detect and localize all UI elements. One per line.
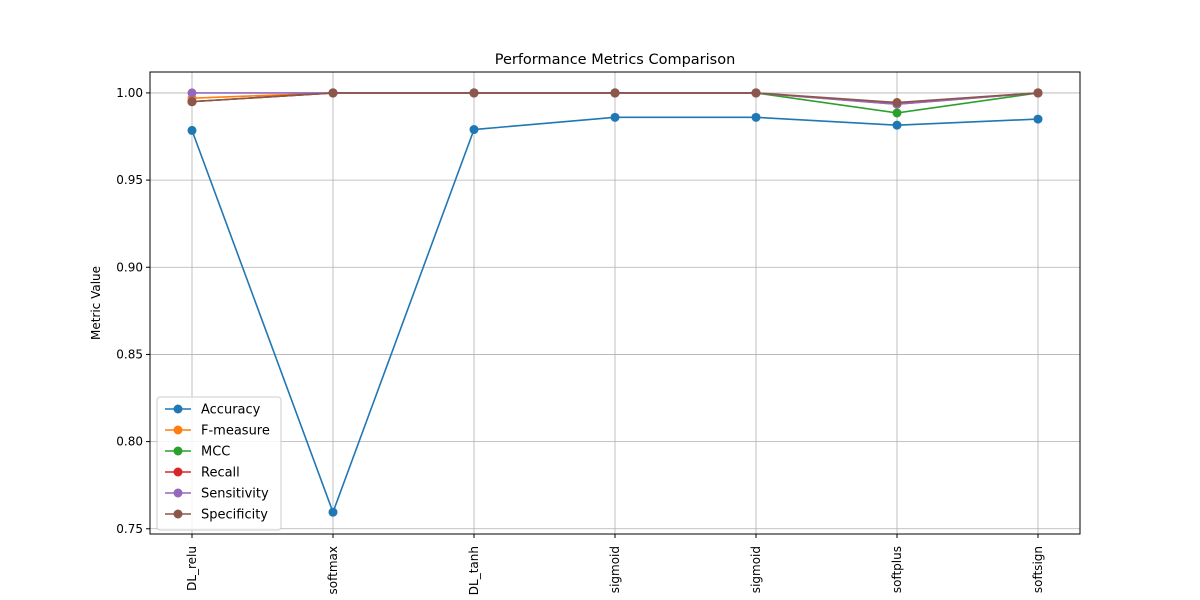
x-tick-label: softmax: [326, 546, 340, 594]
legend-item: MCC: [165, 445, 230, 460]
data-point: [328, 507, 338, 517]
data-point: [610, 112, 620, 122]
y-tick-label: 1.00: [116, 86, 143, 100]
x-tick-label: softsign: [1031, 546, 1045, 593]
data-point: [469, 88, 479, 98]
data-point: [1033, 114, 1043, 124]
legend-label: MCC: [201, 445, 230, 460]
legend-item: Sensitivity: [165, 487, 269, 502]
data-point: [187, 88, 197, 98]
data-point: [187, 97, 197, 107]
y-tick-label: 0.85: [116, 347, 143, 361]
data-point: [1033, 88, 1043, 98]
x-tick-label: sigmoid: [749, 546, 763, 593]
x-tick-label: DL_relu: [185, 546, 199, 591]
data-point: [892, 120, 902, 130]
x-tick-label: DL_tanh: [467, 546, 481, 595]
legend-item: F-measure: [165, 424, 270, 439]
data-point: [751, 88, 761, 98]
legend-label: Sensitivity: [201, 487, 269, 502]
legend-label: F-measure: [201, 424, 270, 439]
legend-item: Accuracy: [165, 403, 261, 418]
series-accuracy: [187, 112, 1043, 517]
data-point: [328, 88, 338, 98]
legend-swatch-marker: [173, 488, 183, 498]
y-axis-label: Metric Value: [89, 266, 103, 340]
y-tick-label: 0.75: [116, 522, 143, 536]
data-point: [751, 112, 761, 122]
legend-swatch-marker: [173, 404, 183, 414]
legend: Accuracy F-measure MCC Recall Sensitivity Spe…: [156, 396, 282, 531]
y-tick-label: 0.80: [116, 435, 143, 449]
legend-label: Recall: [201, 466, 240, 481]
legend-label: Accuracy: [201, 403, 261, 418]
y-tick-label: 0.90: [116, 260, 143, 274]
legend-item: Recall: [165, 466, 240, 481]
legend-item: Specificity: [165, 508, 268, 523]
data-point: [892, 108, 902, 118]
data-point: [892, 98, 902, 108]
legend-swatch-marker: [173, 446, 183, 456]
y-tick-label: 0.95: [116, 173, 143, 187]
x-tick-label: softplus: [890, 546, 904, 593]
legend-label: Specificity: [201, 508, 268, 523]
series-specificity: [187, 88, 1043, 108]
data-point: [610, 88, 620, 98]
data-point: [187, 125, 197, 135]
grid-lines: [150, 72, 1080, 534]
axis-ticks: DL_relu softmax DL_tanh sigmoid sigmoid softp…: [116, 86, 1045, 595]
series-layer: [187, 88, 1043, 517]
legend-swatch-marker: [173, 509, 183, 519]
legend-swatch-marker: [173, 467, 183, 477]
chart-title: Performance Metrics Comparison: [495, 52, 736, 68]
x-tick-label: sigmoid: [608, 546, 622, 593]
legend-swatch-marker: [173, 425, 183, 435]
data-point: [469, 125, 479, 135]
